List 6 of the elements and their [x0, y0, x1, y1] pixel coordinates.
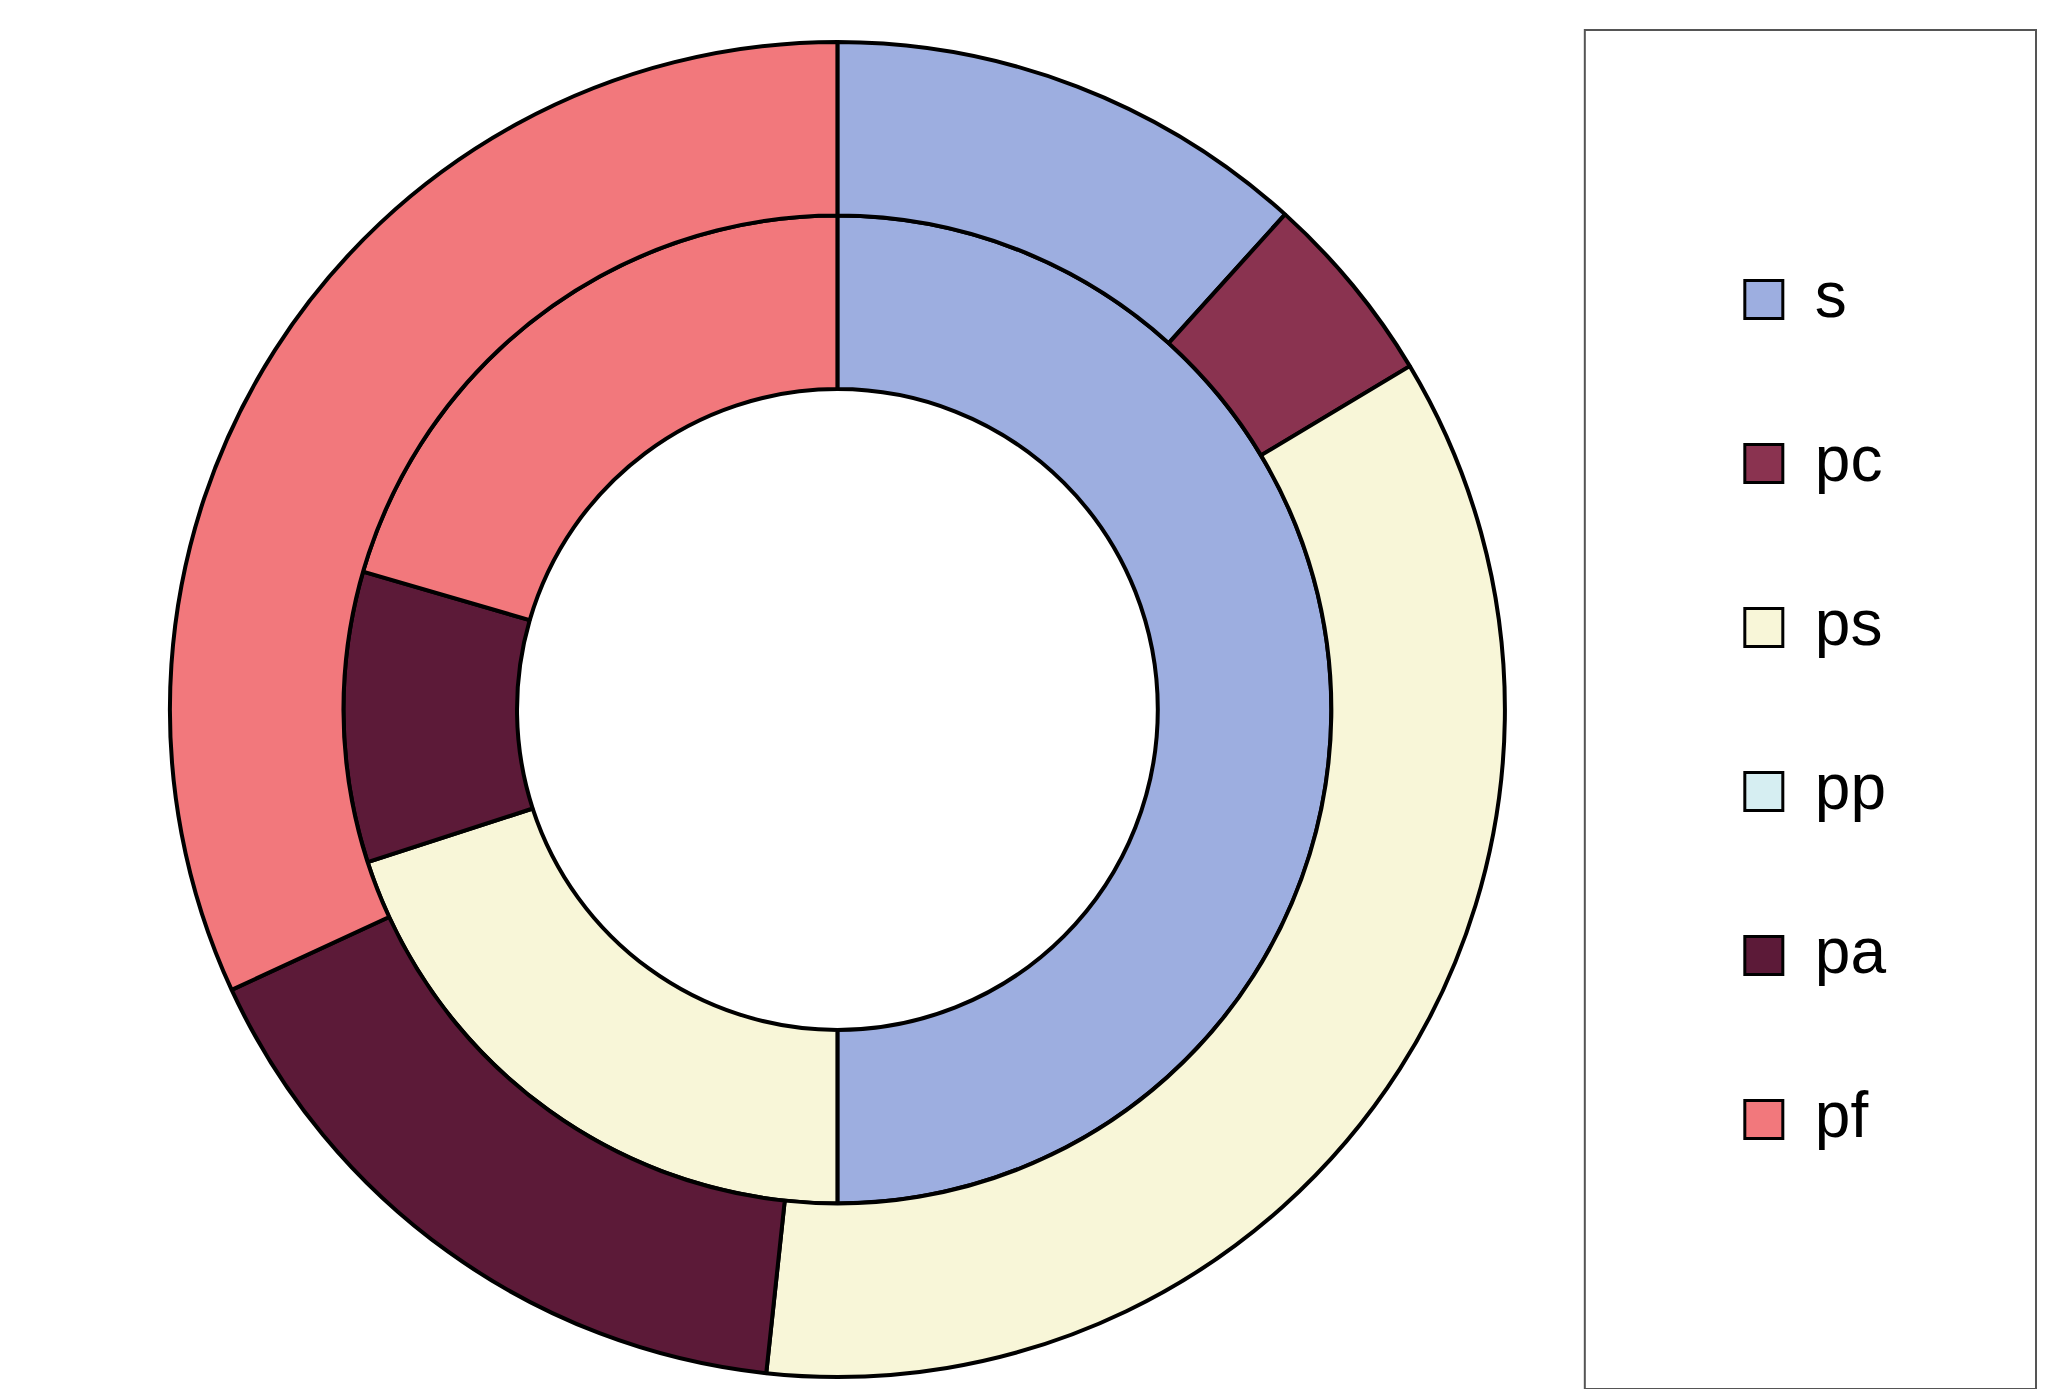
legend-label: s — [1814, 259, 1847, 332]
legend-label: pp — [1814, 751, 1886, 824]
legend-label: pf — [1814, 1079, 1869, 1152]
legend-label: pa — [1814, 915, 1887, 988]
legend-label: ps — [1814, 587, 1883, 660]
legend-label: pc — [1814, 423, 1883, 496]
